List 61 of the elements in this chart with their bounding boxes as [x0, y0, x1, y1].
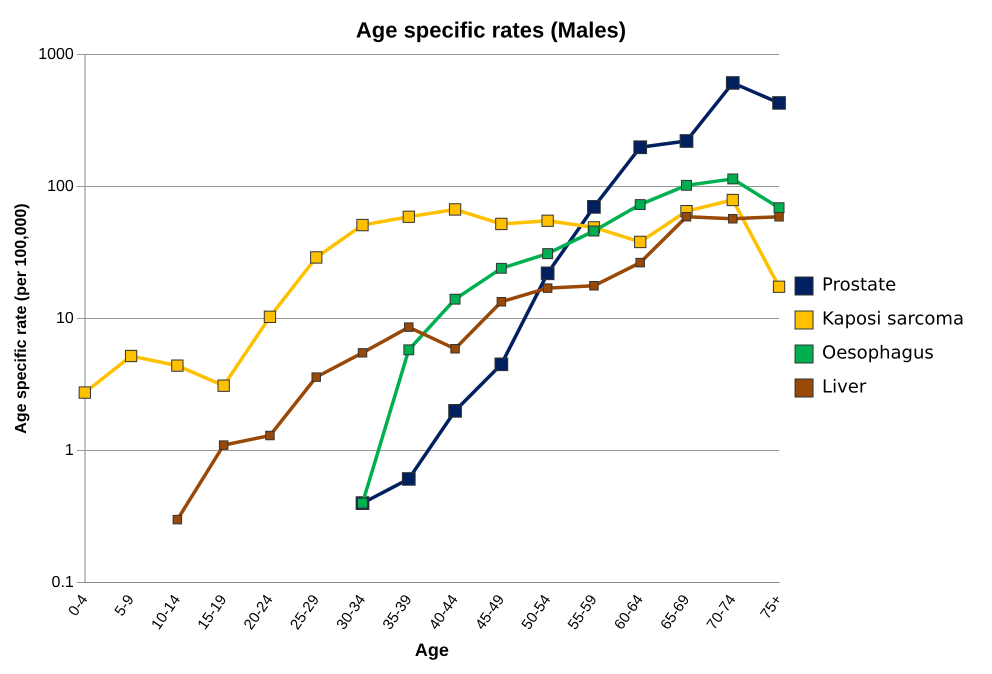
point — [588, 226, 600, 236]
point — [542, 248, 554, 260]
point — [496, 262, 507, 274]
point — [356, 218, 369, 232]
point — [541, 214, 554, 227]
point — [633, 140, 648, 154]
y-tick-label: 0.1 — [52, 574, 74, 592]
point — [310, 251, 322, 264]
point — [403, 344, 414, 356]
point — [589, 281, 599, 291]
legend-label: Liver — [822, 376, 867, 398]
point — [172, 514, 182, 524]
point — [587, 200, 601, 214]
x-axis-title: Age — [414, 640, 449, 660]
point — [311, 372, 321, 382]
y-tick-label: 1000 — [38, 46, 74, 63]
x-tick-label: 75+ — [757, 592, 786, 622]
point — [402, 472, 416, 486]
y-axis-title: Age specific rate (per 100,000) — [13, 203, 30, 434]
point — [728, 214, 738, 224]
point — [634, 199, 646, 210]
point — [450, 344, 460, 354]
point — [635, 258, 645, 268]
point — [217, 380, 230, 392]
legend-label: Kaposi sarcoma — [822, 308, 964, 330]
x-tick-label: 5-9 — [111, 592, 138, 620]
point — [448, 203, 462, 216]
point — [494, 357, 508, 372]
point — [774, 202, 785, 214]
point — [495, 218, 508, 230]
point — [774, 212, 784, 222]
y-tick-label: 100 — [47, 178, 74, 195]
point — [358, 348, 368, 358]
point — [726, 194, 739, 206]
y-tick-label: 1 — [64, 442, 74, 459]
point — [124, 350, 138, 362]
point — [264, 310, 276, 323]
point — [265, 430, 275, 440]
legend-label: Oesophagus — [822, 342, 934, 364]
point — [680, 134, 694, 148]
point — [171, 359, 184, 372]
point — [218, 440, 228, 450]
point — [450, 294, 461, 305]
point — [727, 174, 738, 184]
point — [681, 180, 692, 191]
point — [496, 296, 506, 306]
point — [772, 96, 786, 110]
point — [682, 212, 692, 222]
point — [542, 283, 552, 293]
x-tick-label: 0-4 — [65, 592, 92, 620]
y-tick-label: 10 — [56, 310, 74, 327]
point — [634, 236, 646, 248]
point — [402, 210, 415, 223]
point — [726, 76, 740, 90]
point — [404, 322, 414, 332]
point — [78, 386, 91, 399]
point — [540, 266, 554, 280]
point — [772, 280, 786, 293]
point — [448, 404, 462, 418]
chart-title: Age specific rates (Males) — [356, 17, 626, 42]
legend-label: Prostate — [822, 274, 896, 296]
